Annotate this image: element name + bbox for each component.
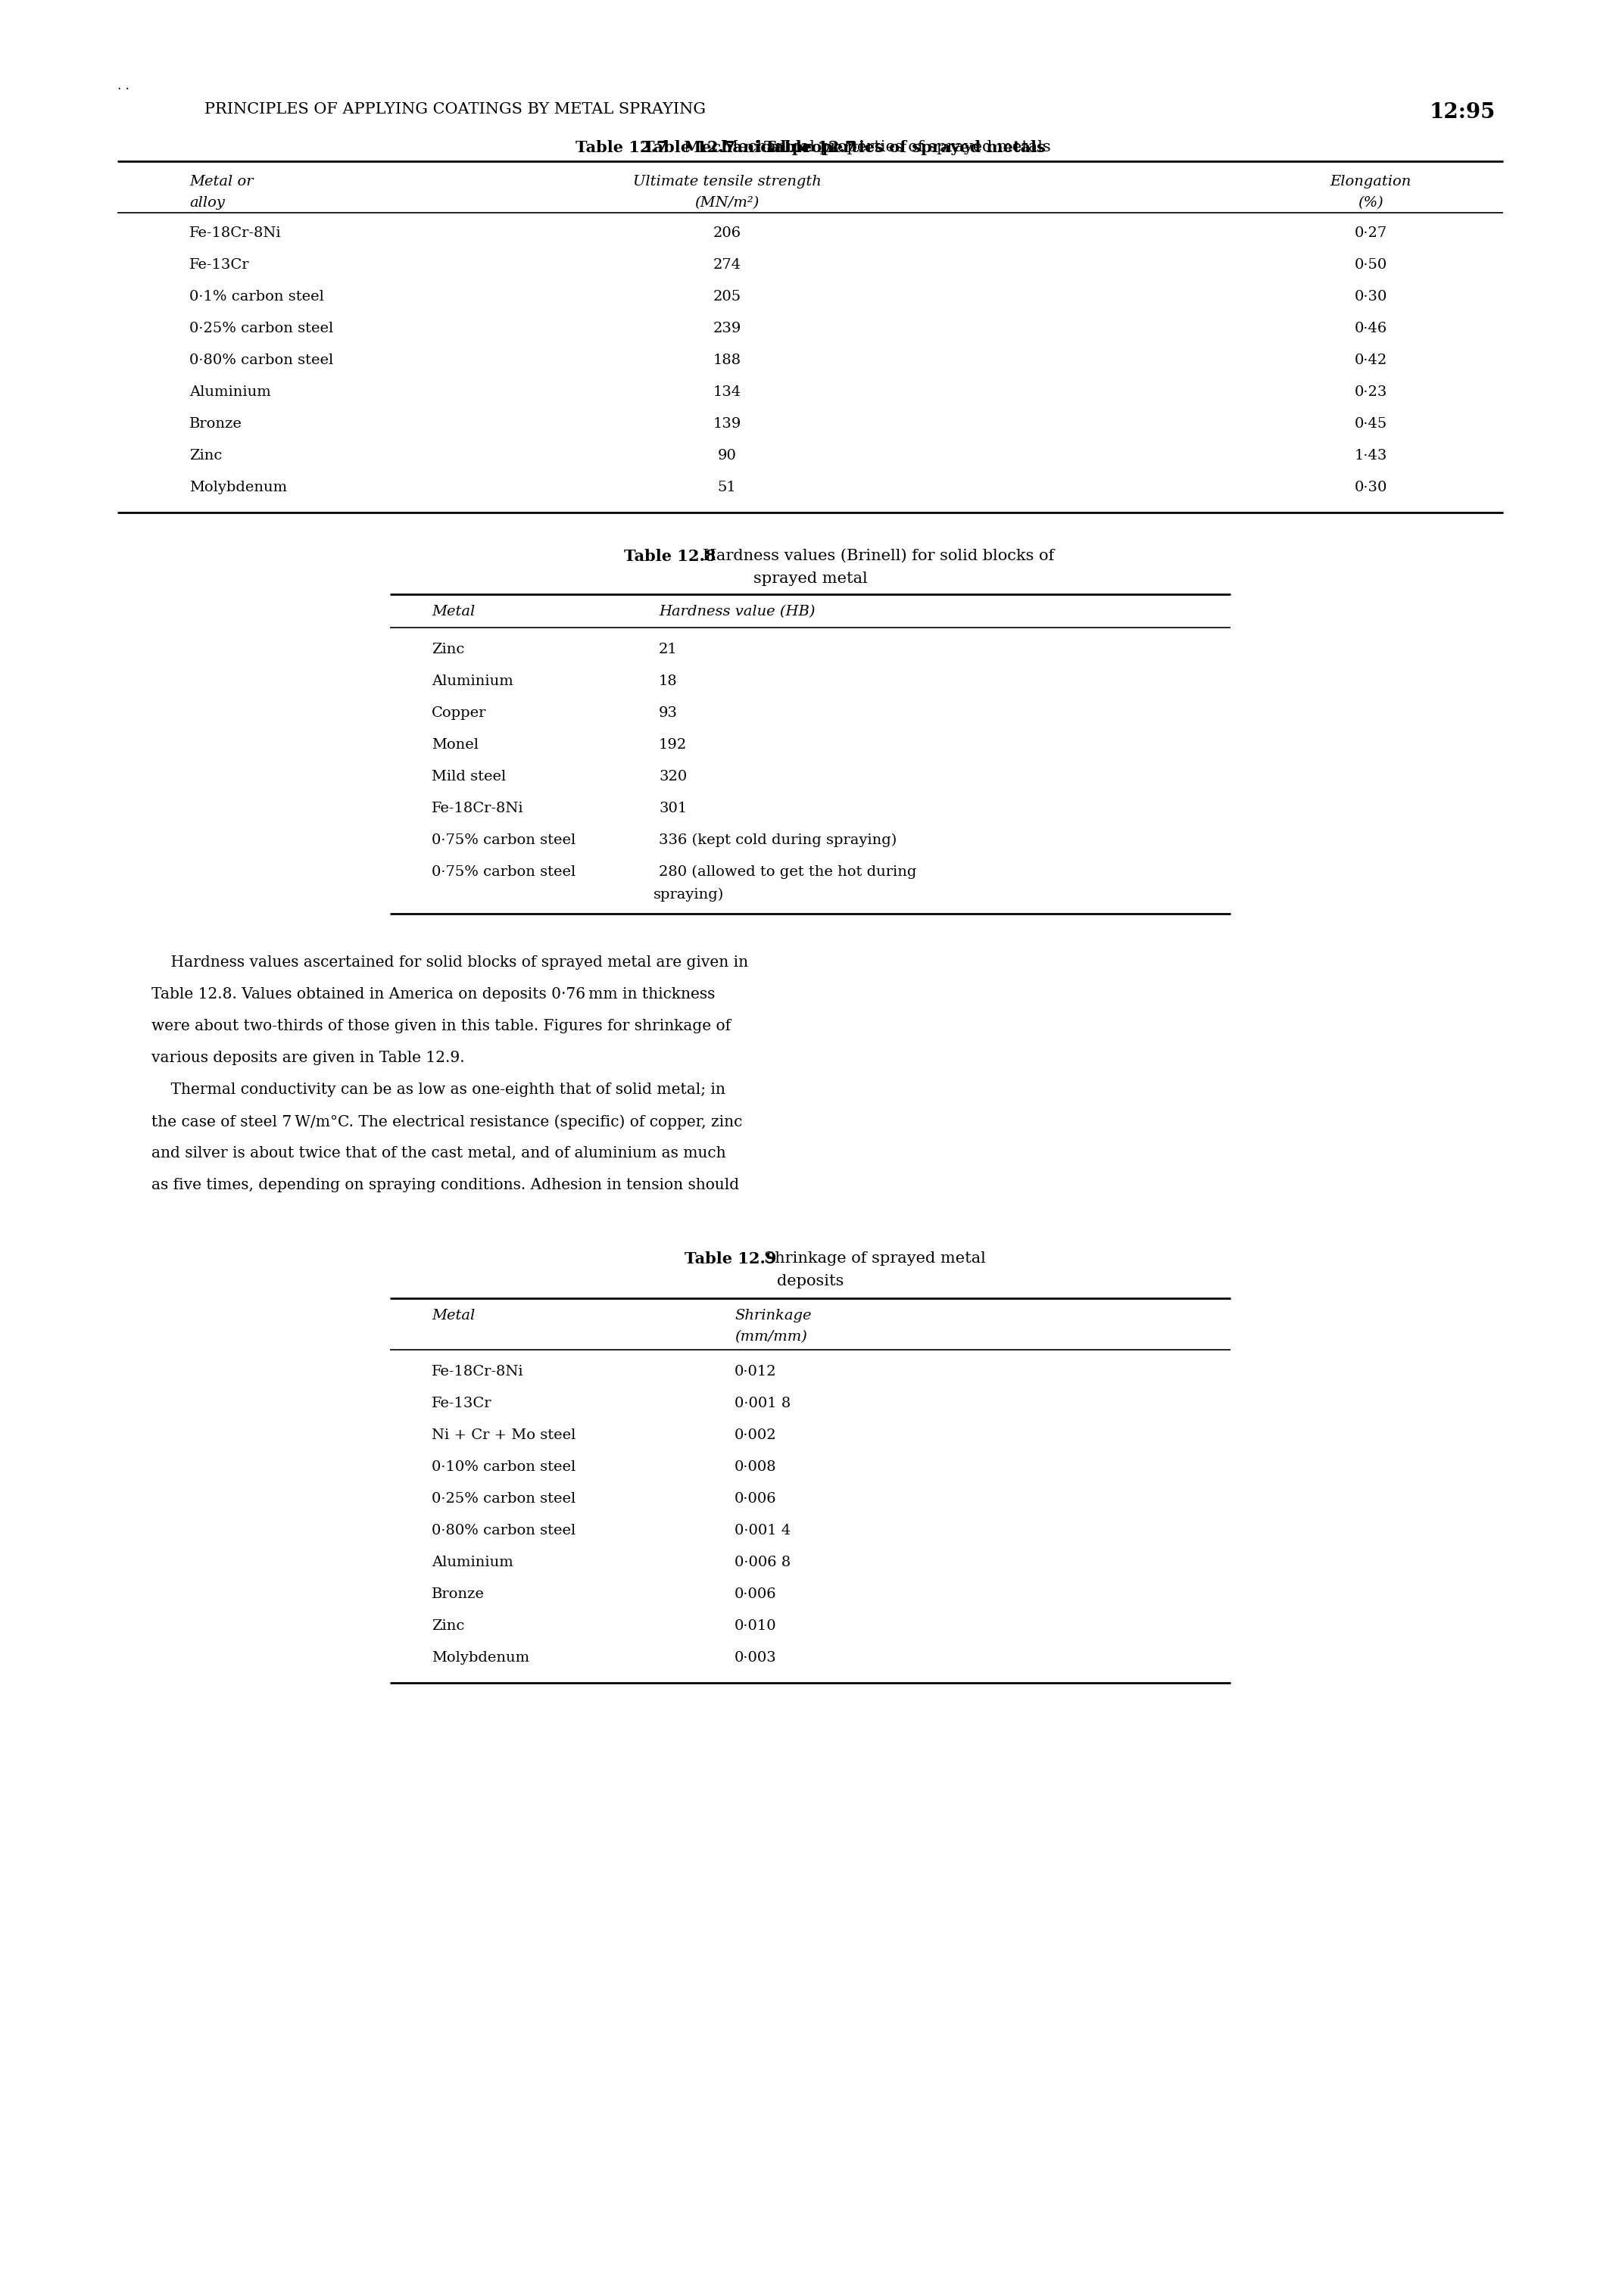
Text: the case of steel 7 W/m°C. The electrical resistance (specific) of copper, zinc: the case of steel 7 W/m°C. The electrica… xyxy=(151,1114,743,1130)
Text: were about two-thirds of those given in this table. Figures for shrinkage of: were about two-thirds of those given in … xyxy=(151,1019,732,1033)
Text: 192: 192 xyxy=(659,737,688,751)
Text: Shrinkage of sprayed metal: Shrinkage of sprayed metal xyxy=(749,1251,986,1265)
Text: 0·80% carbon steel: 0·80% carbon steel xyxy=(190,354,334,367)
Text: Table 12.8. Values obtained in America on deposits 0·76 mm in thickness: Table 12.8. Values obtained in America o… xyxy=(151,987,715,1001)
Text: 0·45: 0·45 xyxy=(1354,418,1387,432)
Text: 90: 90 xyxy=(717,450,736,461)
Text: Table 12.9: Table 12.9 xyxy=(684,1251,777,1267)
Text: (mm/mm): (mm/mm) xyxy=(735,1329,808,1343)
Text: Fe-18Cr-8Ni: Fe-18Cr-8Ni xyxy=(431,1364,524,1378)
Text: 239: 239 xyxy=(712,321,741,335)
Text: 0·002: 0·002 xyxy=(735,1428,777,1442)
Text: 0·25% carbon steel: 0·25% carbon steel xyxy=(431,1492,576,1506)
Text: Fe-18Cr-8Ni: Fe-18Cr-8Ni xyxy=(431,801,524,815)
Text: 21: 21 xyxy=(659,643,678,657)
Text: 320: 320 xyxy=(659,769,688,783)
Text: deposits: deposits xyxy=(777,1274,843,1288)
Text: Ultimate tensile strength: Ultimate tensile strength xyxy=(633,174,821,188)
Text: Zinc: Zinc xyxy=(190,450,222,461)
Text: 0·46: 0·46 xyxy=(1354,321,1387,335)
Text: Table 12.7   Mechanical properties of sprayed metals: Table 12.7 Mechanical properties of spra… xyxy=(576,140,1045,156)
Text: Fe-13Cr: Fe-13Cr xyxy=(431,1396,491,1410)
Text: Metal: Metal xyxy=(431,604,475,618)
Text: Aluminium: Aluminium xyxy=(431,1557,513,1568)
Text: Metal or: Metal or xyxy=(190,174,253,188)
Text: 0·012: 0·012 xyxy=(735,1364,777,1378)
Text: Zinc: Zinc xyxy=(431,1619,464,1632)
Text: 205: 205 xyxy=(714,289,741,303)
Text: Bronze: Bronze xyxy=(190,418,242,432)
Text: Fe-13Cr: Fe-13Cr xyxy=(190,257,250,271)
Text: Copper: Copper xyxy=(431,707,487,721)
Text: 0·75% carbon steel: 0·75% carbon steel xyxy=(431,866,576,879)
Text: 134: 134 xyxy=(712,386,741,400)
Text: Hardness value (HB): Hardness value (HB) xyxy=(659,604,816,618)
Text: Bronze: Bronze xyxy=(431,1587,485,1600)
Text: Zinc: Zinc xyxy=(431,643,464,657)
Text: and silver is about twice that of the cast metal, and of aluminium as much: and silver is about twice that of the ca… xyxy=(151,1146,727,1159)
Text: 0·10% carbon steel: 0·10% carbon steel xyxy=(431,1460,576,1474)
Text: 0·27: 0·27 xyxy=(1354,227,1387,241)
Text: (%): (%) xyxy=(1358,195,1384,209)
Text: 280 (allowed to get the hot during: 280 (allowed to get the hot during xyxy=(659,866,916,879)
Text: 0·008: 0·008 xyxy=(735,1460,777,1474)
Text: (MN/m²): (MN/m²) xyxy=(694,195,759,209)
Text: alloy: alloy xyxy=(190,195,225,209)
Text: PRINCIPLES OF APPLYING COATINGS BY METAL SPRAYING: PRINCIPLES OF APPLYING COATINGS BY METAL… xyxy=(204,103,706,117)
Text: 0·001 4: 0·001 4 xyxy=(735,1525,792,1538)
Text: 0·30: 0·30 xyxy=(1354,289,1387,303)
Text: Table 12.8: Table 12.8 xyxy=(623,549,715,565)
Text: 0·010: 0·010 xyxy=(735,1619,777,1632)
Text: . .: . . xyxy=(117,80,130,92)
Text: Aluminium: Aluminium xyxy=(431,675,513,689)
Text: Mechanical properties of sprayed metals: Mechanical properties of sprayed metals xyxy=(707,140,1051,154)
Text: Elongation: Elongation xyxy=(1330,174,1411,188)
Text: 0·1% carbon steel: 0·1% carbon steel xyxy=(190,289,324,303)
Text: 0·23: 0·23 xyxy=(1354,386,1387,400)
Text: 93: 93 xyxy=(659,707,678,721)
Text: 0·003: 0·003 xyxy=(735,1651,777,1665)
Text: 0·006: 0·006 xyxy=(735,1492,777,1506)
Text: various deposits are given in Table 12.9.: various deposits are given in Table 12.9… xyxy=(151,1052,464,1065)
Text: 336 (kept cold during spraying): 336 (kept cold during spraying) xyxy=(659,833,897,847)
Text: Table 12.7: Table 12.7 xyxy=(764,140,856,156)
Text: Monel: Monel xyxy=(431,737,478,751)
Text: 0·75% carbon steel: 0·75% carbon steel xyxy=(431,833,576,847)
Text: Molybdenum: Molybdenum xyxy=(190,480,287,494)
Text: 12:95: 12:95 xyxy=(1429,103,1495,122)
Text: 1·43: 1·43 xyxy=(1354,450,1387,461)
Text: Aluminium: Aluminium xyxy=(190,386,271,400)
Text: sprayed metal: sprayed metal xyxy=(753,572,868,585)
Text: Shrinkage: Shrinkage xyxy=(735,1309,811,1322)
Text: Thermal conductivity can be as low as one-eighth that of solid metal; in: Thermal conductivity can be as low as on… xyxy=(151,1081,725,1097)
Text: Mild steel: Mild steel xyxy=(431,769,506,783)
Text: Molybdenum: Molybdenum xyxy=(431,1651,529,1665)
Text: 301: 301 xyxy=(659,801,688,815)
Text: 0·25% carbon steel: 0·25% carbon steel xyxy=(190,321,334,335)
Text: 0·001 8: 0·001 8 xyxy=(735,1396,792,1410)
Text: 274: 274 xyxy=(714,257,741,271)
Text: 0·006 8: 0·006 8 xyxy=(735,1557,792,1568)
Text: 0·30: 0·30 xyxy=(1354,480,1387,494)
Text: spraying): spraying) xyxy=(654,889,725,902)
Text: 188: 188 xyxy=(714,354,741,367)
Text: 139: 139 xyxy=(712,418,741,432)
Text: Metal: Metal xyxy=(431,1309,475,1322)
Text: Fe-18Cr-8Ni: Fe-18Cr-8Ni xyxy=(190,227,281,241)
Text: 0·80% carbon steel: 0·80% carbon steel xyxy=(431,1525,576,1538)
Text: 206: 206 xyxy=(714,227,741,241)
Text: 0·006: 0·006 xyxy=(735,1587,777,1600)
Text: 18: 18 xyxy=(659,675,678,689)
Text: 0·42: 0·42 xyxy=(1354,354,1387,367)
Text: 51: 51 xyxy=(717,480,736,494)
Text: Table 12.7: Table 12.7 xyxy=(642,140,735,156)
Text: 0·50: 0·50 xyxy=(1354,257,1387,271)
Text: as five times, depending on spraying conditions. Adhesion in tension should: as five times, depending on spraying con… xyxy=(151,1178,740,1192)
Text: Ni + Cr + Mo steel: Ni + Cr + Mo steel xyxy=(431,1428,576,1442)
Text: Hardness values (Brinell) for solid blocks of: Hardness values (Brinell) for solid bloc… xyxy=(688,549,1054,563)
Text: Hardness values ascertained for solid blocks of sprayed metal are given in: Hardness values ascertained for solid bl… xyxy=(151,955,748,969)
